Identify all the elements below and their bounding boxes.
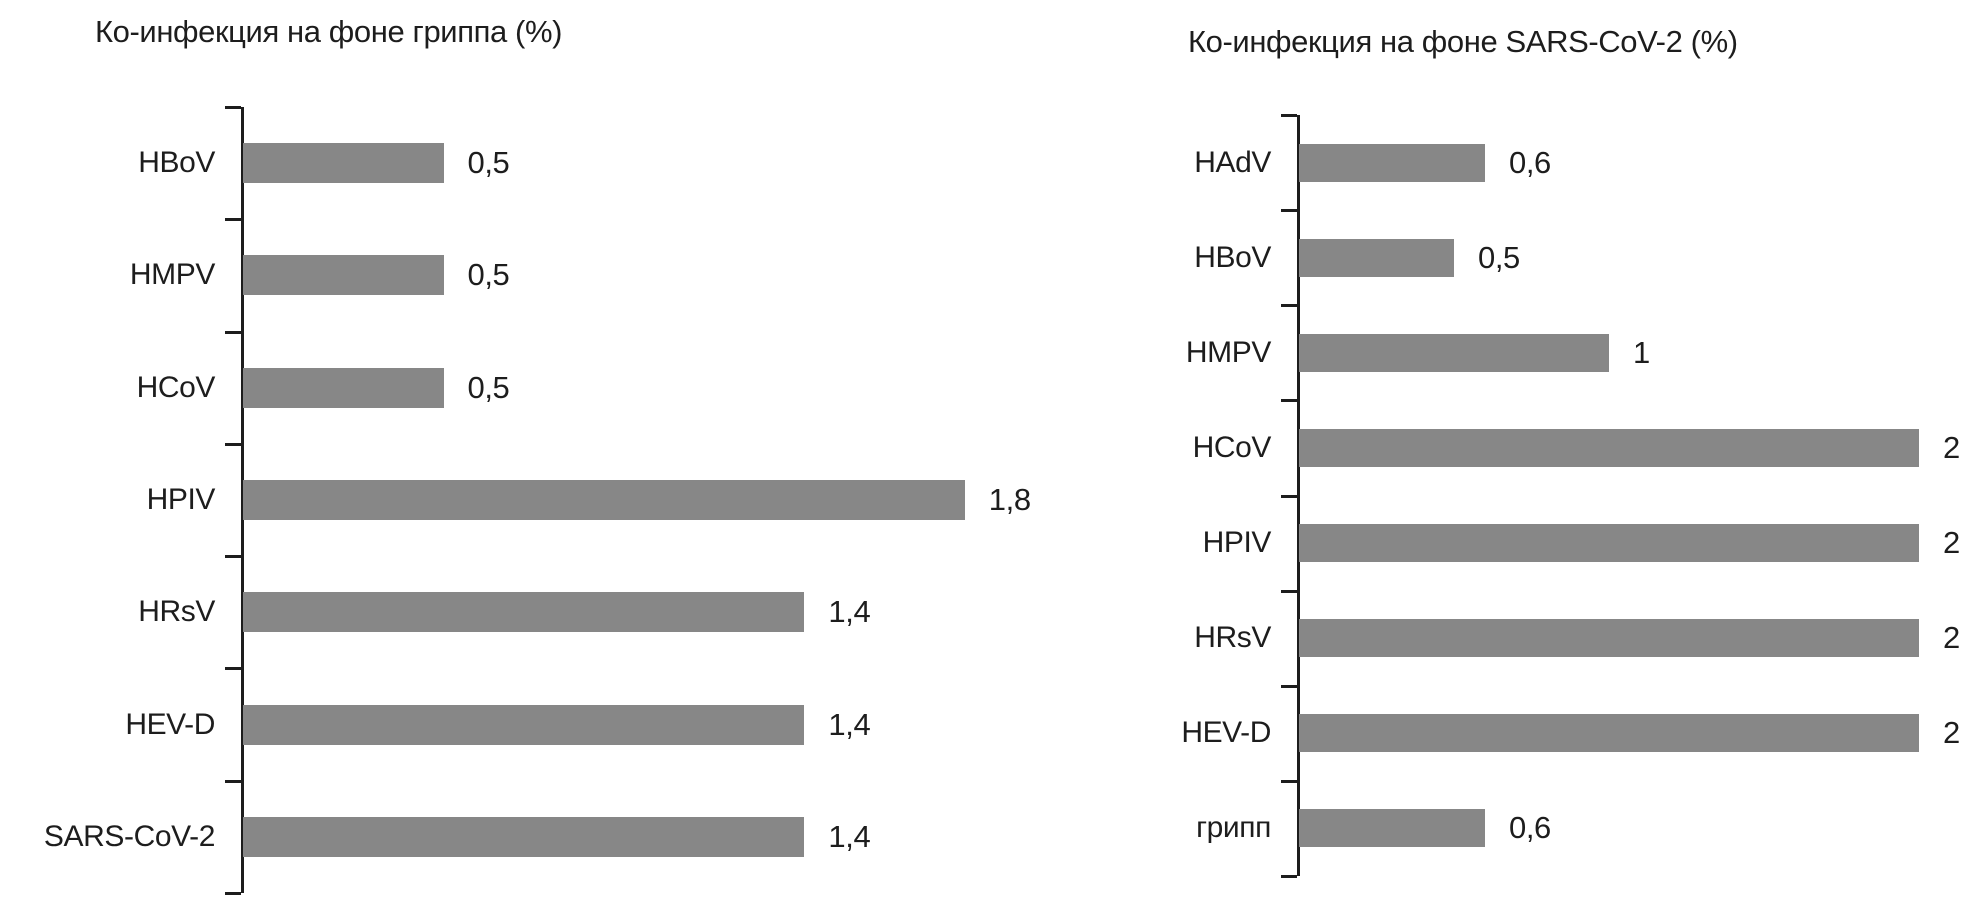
category-label: HAdV xyxy=(1194,145,1271,179)
bar xyxy=(1299,524,1919,563)
value-label: 1,4 xyxy=(828,818,871,854)
value-label: 0,5 xyxy=(467,369,510,405)
category-label: HBoV xyxy=(138,146,215,180)
value-label: 2 xyxy=(1943,620,1960,656)
bar-row: HRsV 2 xyxy=(0,591,1986,686)
value-label: 2 xyxy=(1943,715,1960,751)
category-label: HEV-D xyxy=(125,707,215,741)
axis-tick xyxy=(1281,589,1297,593)
bar-row: HMPV 1 xyxy=(0,305,1986,400)
category-label: HBoV xyxy=(1194,240,1271,274)
bar-row: HPIV 1,8 xyxy=(0,444,1986,556)
category-label: HRsV xyxy=(1194,621,1271,655)
category-label: HCoV xyxy=(136,370,216,404)
category-label: HRsV xyxy=(138,595,215,629)
value-label: 1,8 xyxy=(988,481,1031,517)
bar-row: HAdV 0,6 xyxy=(0,115,1986,210)
axis-tick xyxy=(225,105,241,109)
bar-row: HCoV 2 xyxy=(0,400,1986,495)
bar xyxy=(243,255,444,296)
bar-row: грипп 0,6 xyxy=(0,781,1986,876)
bar-row: HBoV 0,5 xyxy=(0,107,1986,219)
value-label: 0,5 xyxy=(1478,239,1520,275)
category-label: HCoV xyxy=(1192,430,1272,464)
axis-tick xyxy=(1281,684,1297,688)
bar-row: HRsV 1,4 xyxy=(0,556,1986,668)
axis-tick xyxy=(1281,874,1297,878)
category-label: SARS-CoV-2 xyxy=(43,819,215,853)
value-label: 2 xyxy=(1943,525,1960,561)
y-axis-line xyxy=(1297,115,1300,876)
bar xyxy=(1299,428,1919,467)
category-label: HPIV xyxy=(1202,526,1272,560)
bar xyxy=(243,592,805,633)
plot-area: HAdV 0,6 HBoV 0,5 HMPV 1 HCoV 2 HPIV 2 HRsV 2 HEV-D 2… xyxy=(0,113,1986,878)
bar xyxy=(1299,619,1919,658)
value-label: 1,4 xyxy=(828,594,871,630)
value-label: 0,5 xyxy=(467,145,510,181)
category-label: HMPV xyxy=(129,258,215,292)
axis-tick xyxy=(1281,398,1297,402)
bar-row: HBoV 0,5 xyxy=(0,210,1986,305)
category-label: HEV-D xyxy=(1181,716,1271,750)
axis-tick xyxy=(225,554,241,558)
value-label: 0,6 xyxy=(1509,810,1551,846)
y-axis-line xyxy=(241,107,244,893)
bar xyxy=(243,367,444,408)
axis-tick xyxy=(225,217,241,221)
bar-row: HEV-D 2 xyxy=(0,686,1986,781)
axis-tick xyxy=(225,779,241,783)
plot-area: HBoV 0,5 HMPV 0,5 HCoV 0,5 HPIV 1,8 HRsV 1,4 HEV-D… xyxy=(0,105,1986,895)
axis-tick xyxy=(1281,494,1297,498)
axis-tick xyxy=(1281,113,1297,117)
value-label: 1,4 xyxy=(828,706,871,742)
axis-tick xyxy=(225,442,241,446)
bar-row: HPIV 2 xyxy=(0,496,1986,591)
bar xyxy=(1299,809,1485,848)
bar xyxy=(243,816,805,857)
bar-row: SARS-CoV-2 1,4 xyxy=(0,781,1986,893)
bar xyxy=(243,143,444,184)
axis-tick xyxy=(1281,208,1297,212)
axis-tick xyxy=(225,666,241,670)
value-label: 2 xyxy=(1943,429,1960,465)
bar xyxy=(1299,238,1454,277)
axis-tick xyxy=(1281,779,1297,783)
bar xyxy=(1299,333,1609,372)
chart-title: Ко-инфекция на фоне гриппа (%) xyxy=(95,14,563,49)
bar-row: HCoV 0,5 xyxy=(0,332,1986,444)
bar-row: HEV-D 1,4 xyxy=(0,668,1986,780)
bar xyxy=(1299,143,1485,182)
bar xyxy=(243,479,965,520)
category-label: HPIV xyxy=(146,482,216,516)
axis-tick xyxy=(225,330,241,334)
bar-row: HMPV 0,5 xyxy=(0,219,1986,331)
value-label: 0,6 xyxy=(1509,144,1551,180)
chart-title: Ко-инфекция на фоне SARS-CoV-2 (%) xyxy=(1188,24,1738,59)
value-label: 1 xyxy=(1633,334,1650,370)
bar xyxy=(243,704,805,745)
axis-tick xyxy=(1281,303,1297,307)
category-label: HMPV xyxy=(1185,335,1271,369)
value-label: 0,5 xyxy=(467,257,510,293)
axis-tick xyxy=(225,891,241,895)
bar xyxy=(1299,714,1919,753)
category-label: грипп xyxy=(1196,811,1271,845)
